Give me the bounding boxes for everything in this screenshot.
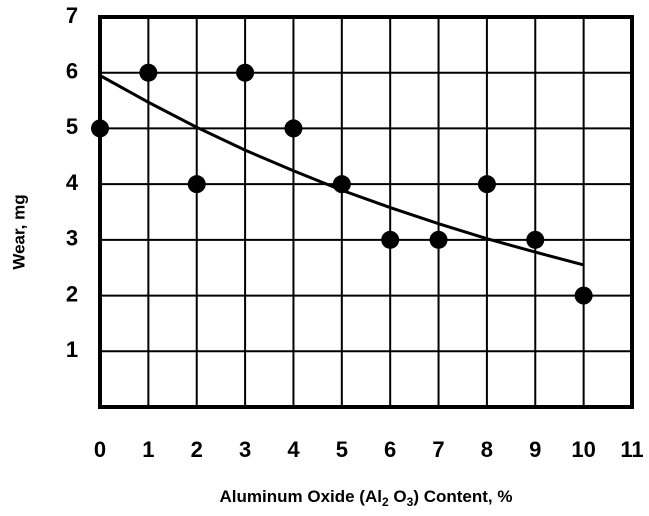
point bbox=[381, 230, 400, 249]
x-label-sub: 3 bbox=[407, 495, 414, 509]
point bbox=[477, 175, 496, 194]
y-tick-label: 4 bbox=[66, 170, 79, 195]
x-tick-label: 0 bbox=[94, 437, 106, 462]
y-tick-label: 2 bbox=[66, 281, 78, 306]
x-tick-label: 2 bbox=[191, 437, 203, 462]
x-tick-label: 9 bbox=[529, 437, 541, 462]
point bbox=[526, 230, 545, 249]
x-tick-label: 5 bbox=[336, 437, 348, 462]
x-label-part: O bbox=[389, 487, 407, 506]
point bbox=[236, 63, 255, 82]
x-label-sub: 2 bbox=[382, 495, 389, 509]
x-tick-label: 7 bbox=[432, 437, 444, 462]
x-tick-label: 6 bbox=[384, 437, 396, 462]
y-tick-label: 6 bbox=[66, 59, 78, 84]
point bbox=[139, 63, 158, 82]
y-tick-label: 7 bbox=[66, 3, 78, 28]
y-tick-label: 5 bbox=[66, 114, 78, 139]
y-tick-label: 3 bbox=[66, 226, 78, 251]
x-axis-label: Aluminum Oxide (Al2 O3) Content, % bbox=[220, 487, 513, 509]
point bbox=[332, 175, 351, 194]
x-label-part: Aluminum Oxide (Al bbox=[220, 487, 382, 506]
plot-frame bbox=[98, 15, 634, 409]
x-tick-label: 3 bbox=[239, 437, 251, 462]
x-label-part: ) Content, % bbox=[413, 487, 512, 506]
point bbox=[429, 230, 448, 249]
x-tick-label: 4 bbox=[287, 437, 300, 462]
x-tick-label: 10 bbox=[571, 437, 595, 462]
point bbox=[187, 175, 206, 194]
x-tick-label: 11 bbox=[620, 437, 643, 462]
y-tick-label: 1 bbox=[66, 337, 78, 362]
point bbox=[91, 119, 109, 138]
x-tick-label: 1 bbox=[142, 437, 154, 462]
point bbox=[574, 286, 593, 305]
y-axis-label: Wear, mg bbox=[9, 194, 28, 269]
point bbox=[284, 119, 303, 138]
x-tick-label: 8 bbox=[481, 437, 493, 462]
